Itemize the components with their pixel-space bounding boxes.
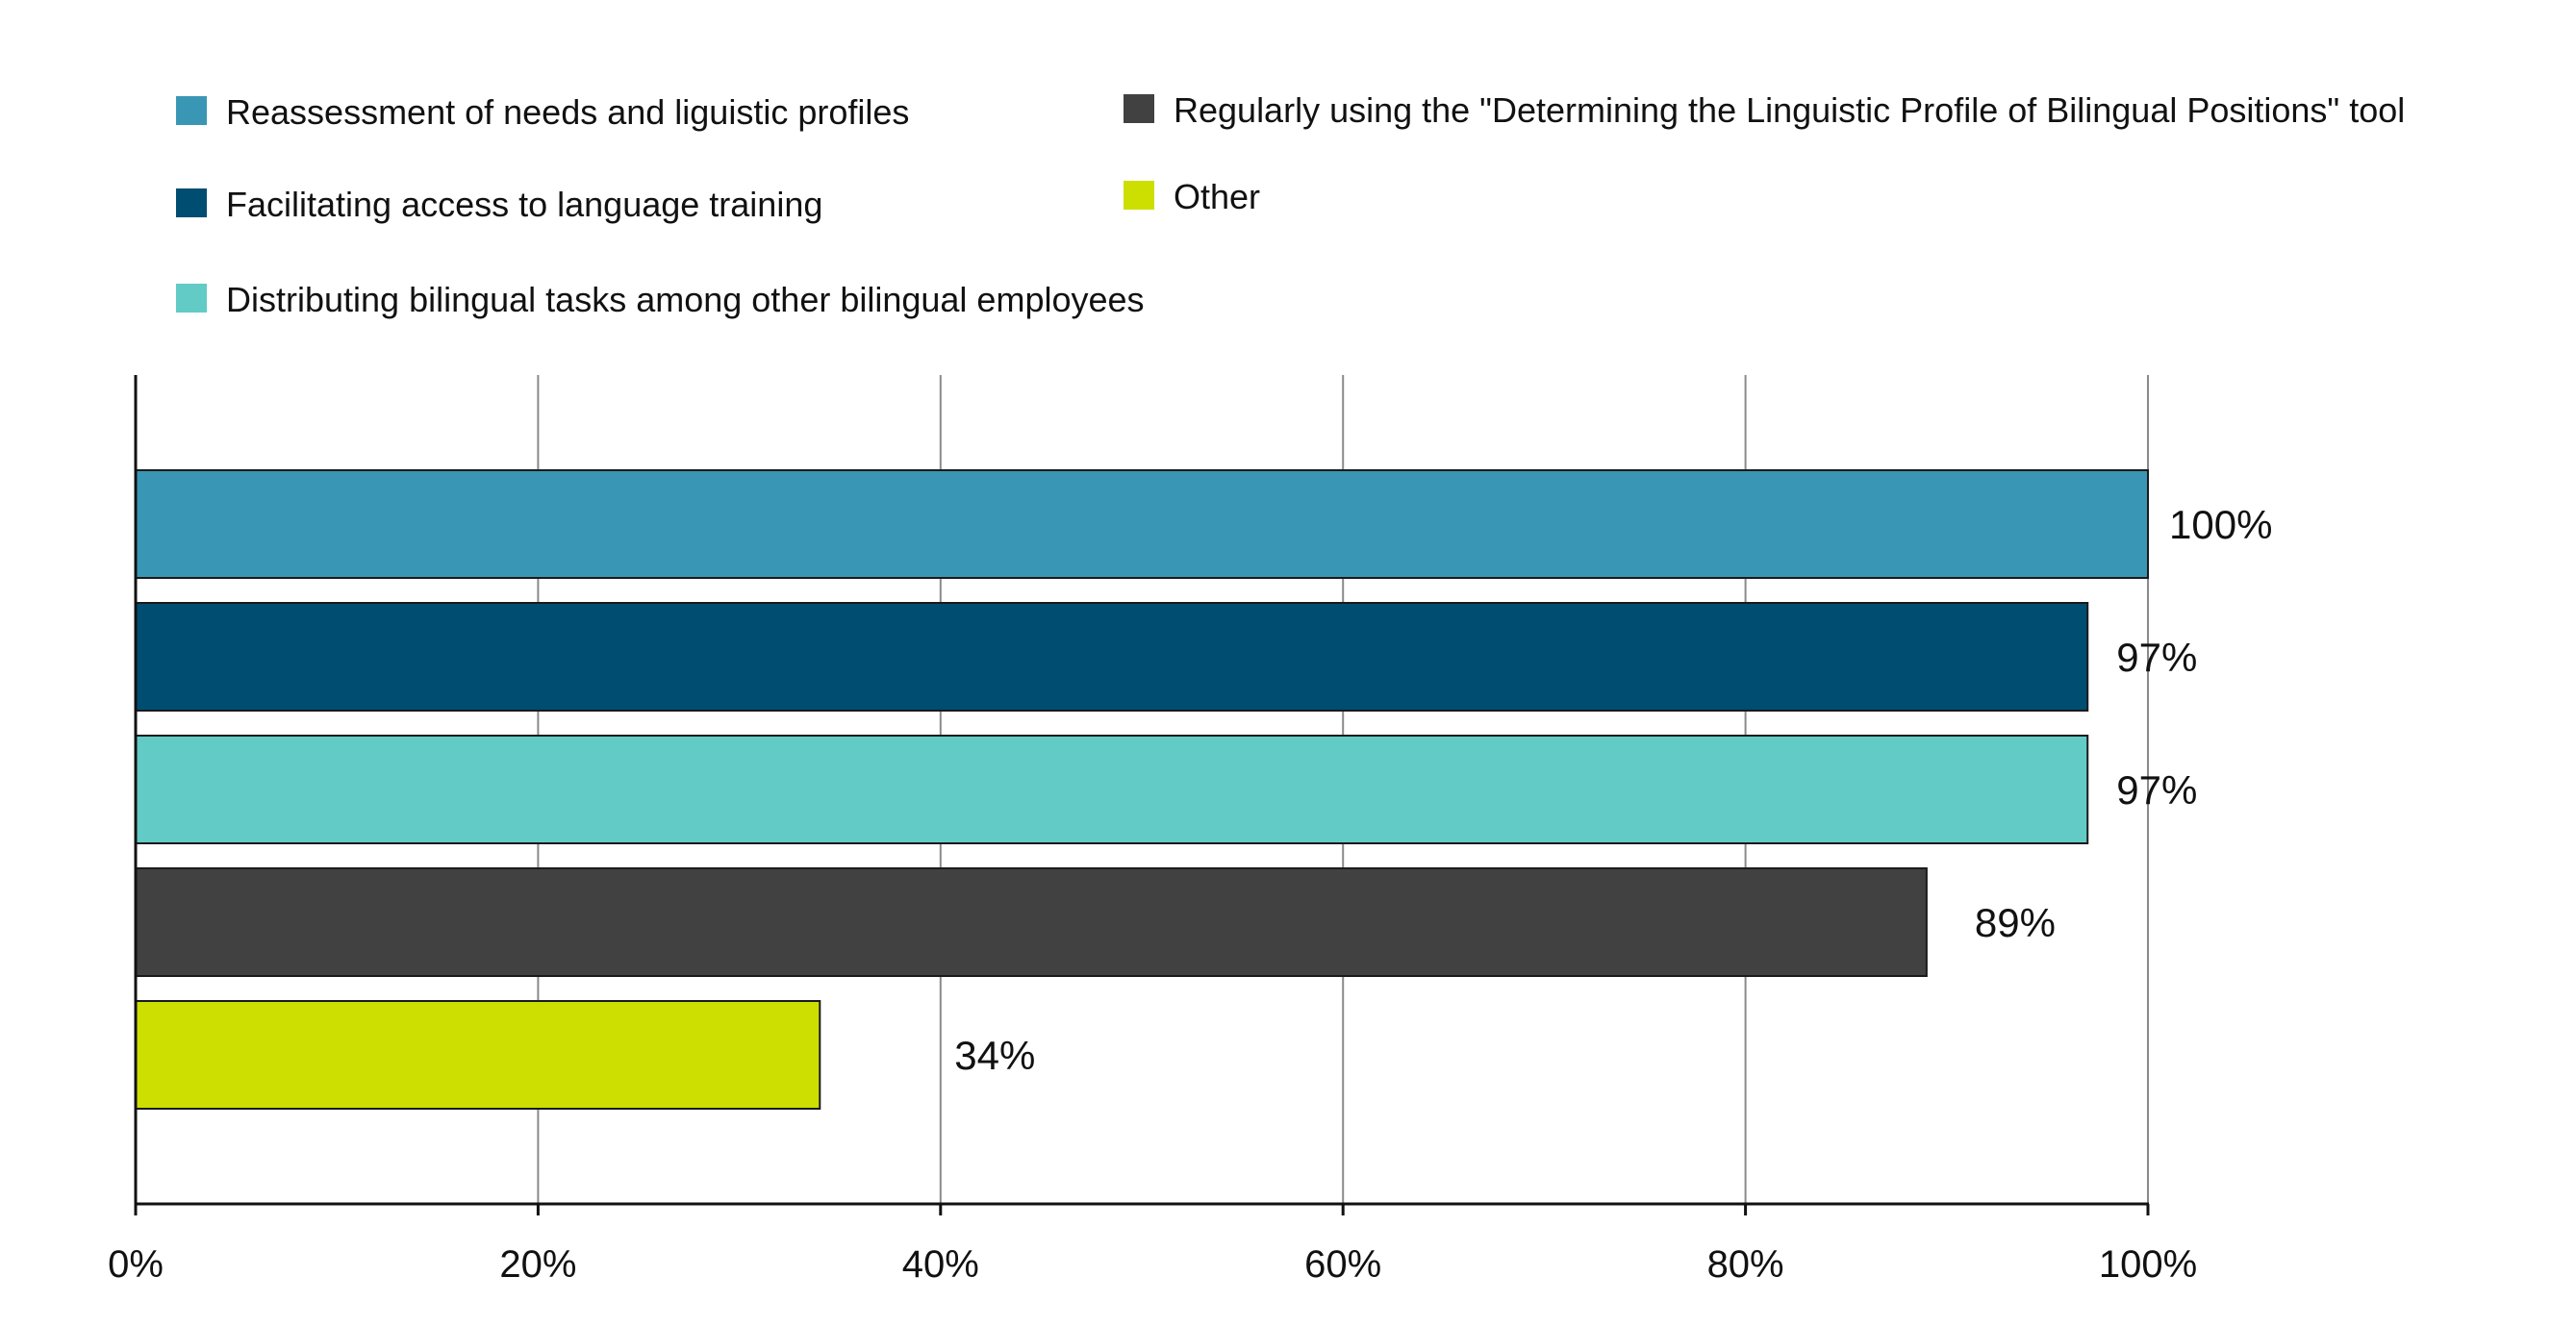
legend-swatch — [1124, 94, 1154, 123]
value-label: 34% — [954, 1033, 1035, 1078]
value-labels: 100% 97% 97% 89% 34% — [954, 502, 2272, 1078]
legend-label: Other — [1174, 177, 1260, 216]
legend-item: Distributing bilingual tasks among other… — [176, 280, 1145, 319]
legend-label: Reassessment of needs and liguistic prof… — [226, 92, 909, 132]
bar — [135, 469, 2149, 579]
bar — [135, 1000, 821, 1110]
value-label: 97% — [2116, 635, 2197, 680]
legend-item: Regularly using the "Determining the Lin… — [1124, 90, 2405, 130]
legend-item: Other — [1124, 177, 1260, 216]
tick-label: 80% — [1707, 1243, 1784, 1286]
tick-label: 20% — [499, 1243, 576, 1286]
legend-label: Distributing bilingual tasks among other… — [226, 280, 1145, 319]
tick-label: 60% — [1304, 1243, 1381, 1286]
legend-swatch — [176, 284, 207, 313]
value-label: 89% — [1975, 900, 2056, 945]
legend-swatch — [176, 96, 207, 125]
value-label: 100% — [2169, 502, 2272, 547]
axes: 0% 20% 40% 60% 80% 100% — [108, 375, 2197, 1286]
legend-swatch — [1124, 181, 1154, 210]
legend-item: Facilitating access to language training — [176, 185, 822, 224]
legend-swatch — [176, 188, 207, 217]
tick-label: 100% — [2099, 1243, 2197, 1286]
legend: Reassessment of needs and liguistic prof… — [176, 90, 2405, 319]
bar — [135, 867, 1928, 977]
value-label: 97% — [2116, 767, 2197, 813]
tick-label: 40% — [902, 1243, 979, 1286]
tick-label: 0% — [108, 1243, 164, 1286]
legend-item: Reassessment of needs and liguistic prof… — [176, 92, 909, 132]
bar — [135, 735, 2089, 844]
bar — [135, 602, 2089, 712]
legend-label: Facilitating access to language training — [226, 185, 822, 224]
legend-label: Regularly using the "Determining the Lin… — [1174, 90, 2405, 130]
bars — [135, 469, 2149, 1110]
